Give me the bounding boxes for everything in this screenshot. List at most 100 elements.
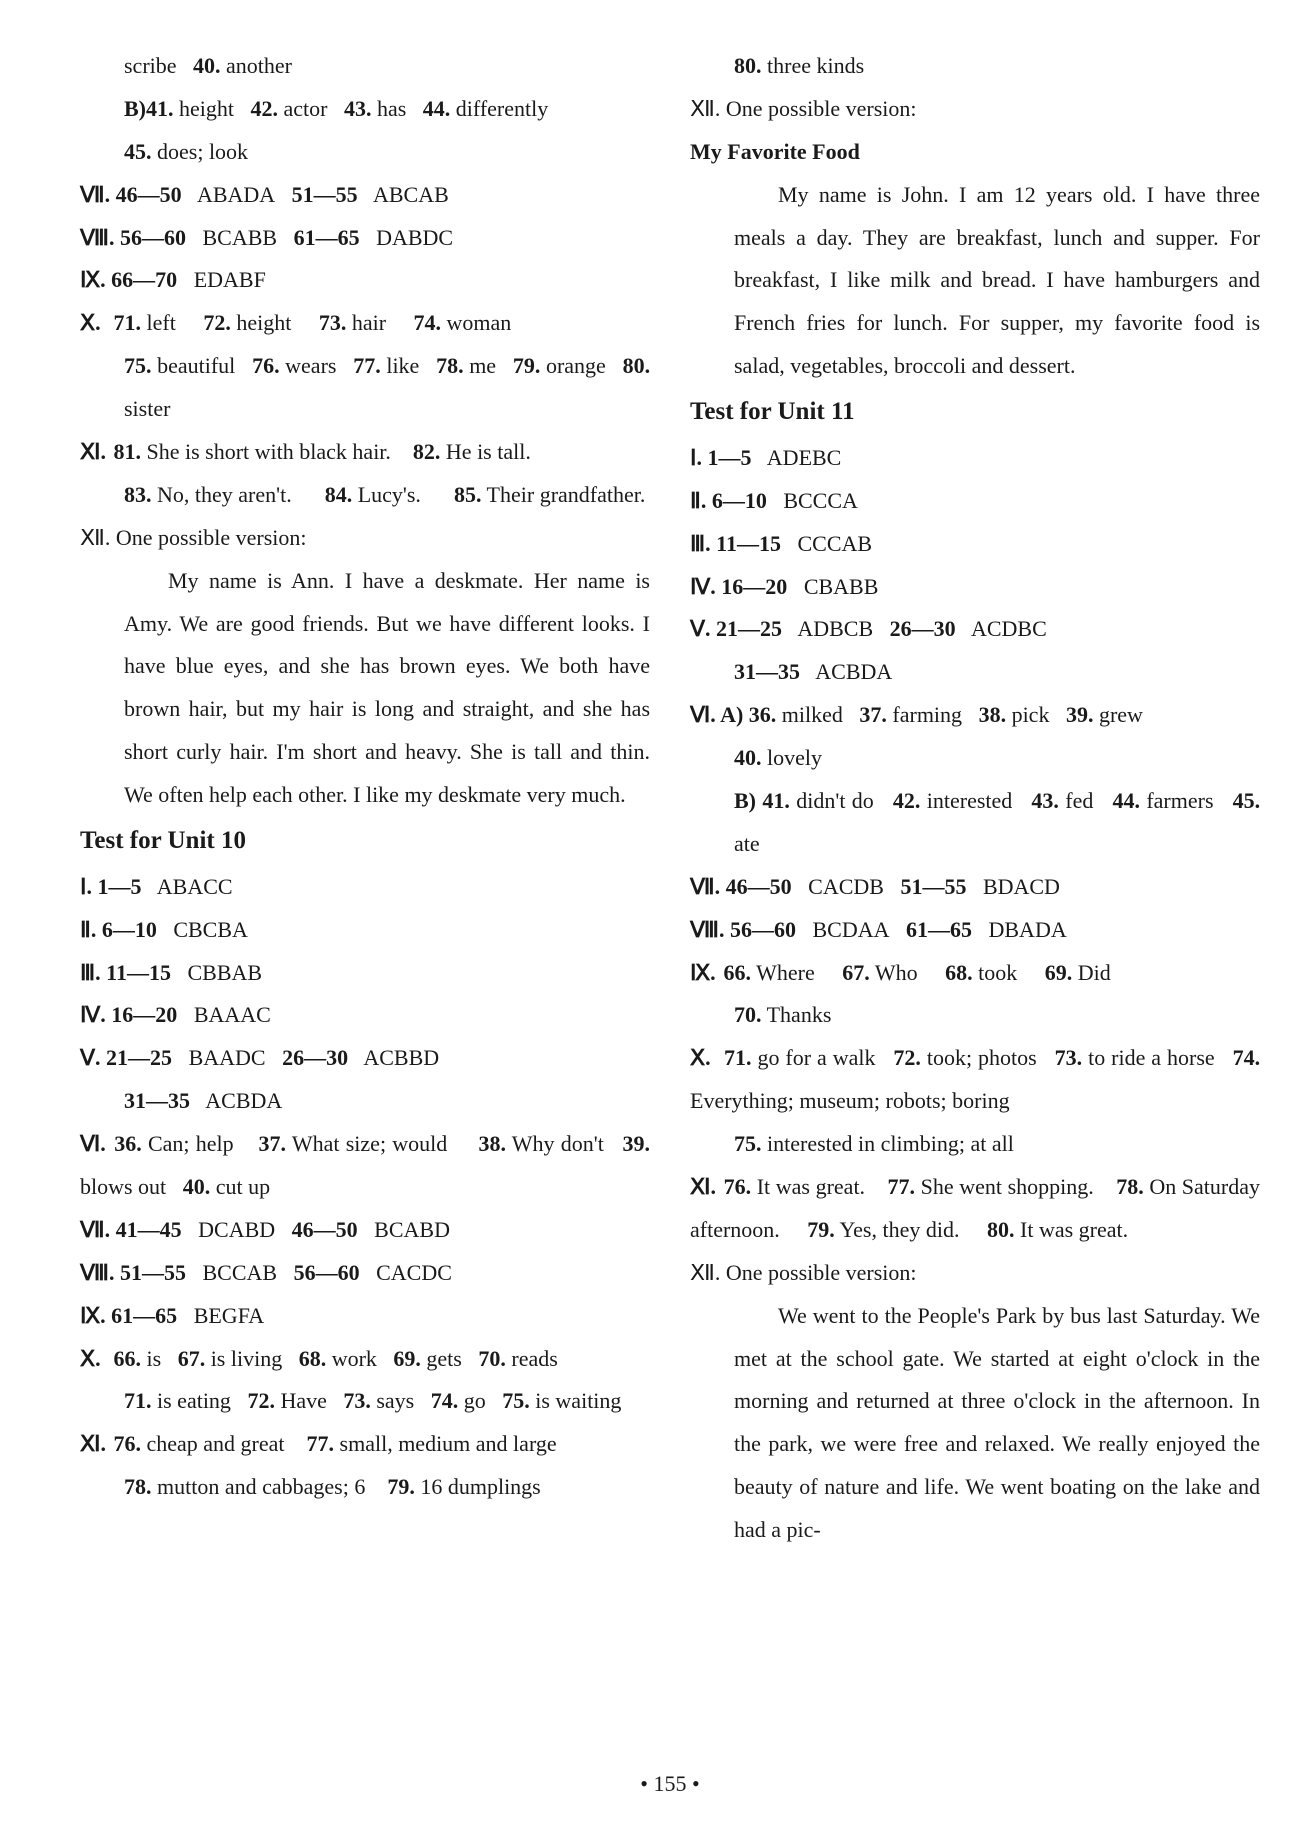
text: like [386, 353, 419, 378]
text: is [147, 1346, 162, 1371]
text: It was great. [757, 1174, 865, 1199]
num: B)41. [124, 96, 174, 121]
section: Ⅵ. A) [690, 702, 743, 727]
text: go for a walk [757, 1045, 875, 1070]
line: 45. does; look [80, 131, 650, 174]
answers: CCCAB [797, 531, 872, 556]
text: Have [280, 1388, 326, 1413]
text: work [332, 1346, 377, 1371]
text: woman [447, 310, 512, 335]
section: Ⅴ. 21—25 [80, 1045, 172, 1070]
text: interested [927, 788, 1013, 813]
page: scribe 40. another B)41. height 42. acto… [0, 0, 1300, 1840]
section: Ⅺ. [80, 431, 108, 474]
answers: DCABD [198, 1217, 275, 1242]
line: 80. three kinds [690, 45, 1260, 88]
line: Ⅺ. 76. cheap and great 77. small, medium… [80, 1423, 650, 1466]
line: 31—35 ACBDA [690, 651, 1260, 694]
text: another [226, 53, 292, 78]
num: 43. [344, 96, 372, 121]
line: Ⅹ. 66. is 67. is living 68. work 69. get… [80, 1338, 650, 1381]
num: 37. [259, 1131, 287, 1156]
text: took; photos [927, 1045, 1037, 1070]
essay-title: My Favorite Food [690, 131, 1260, 174]
num: 42. [893, 788, 921, 813]
text: ate [734, 831, 760, 856]
text: me [469, 353, 496, 378]
section: Ⅰ. 1—5 [80, 874, 142, 899]
num: 44. [423, 96, 451, 121]
line: Ⅸ. 61—65 BEGFA [80, 1295, 650, 1338]
section: Ⅻ. One possible version: [690, 1260, 917, 1285]
answers: BDACD [983, 874, 1060, 899]
text: cut up [216, 1174, 270, 1199]
num: 78. [436, 353, 464, 378]
section: Ⅶ. 46—50 [80, 182, 182, 207]
num: 40. [734, 745, 762, 770]
section: Ⅰ. 1—5 [690, 445, 752, 470]
line: Ⅻ. One possible version: [690, 1252, 1260, 1295]
text: lovely [767, 745, 822, 770]
answers: CBABB [804, 574, 879, 599]
sub: B) [734, 788, 756, 813]
section: Ⅵ. [80, 1123, 108, 1166]
text: Why don't [512, 1131, 604, 1156]
num: 68. [299, 1346, 327, 1371]
text: She went shopping. [921, 1174, 1094, 1199]
answers: BEGFA [194, 1303, 265, 1328]
section: Ⅴ. 21—25 [690, 616, 782, 641]
range: 26—30 [890, 616, 956, 641]
text: height [236, 310, 291, 335]
num: 85. [454, 482, 482, 507]
section: Ⅹ. [690, 1037, 718, 1080]
text: Their grandfather. [487, 482, 646, 507]
answers: CBCBA [173, 917, 248, 942]
answers: BCCCA [783, 488, 858, 513]
text: pick [1012, 702, 1050, 727]
num: 71. [114, 310, 142, 335]
num: 38. [979, 702, 1007, 727]
section: Ⅱ. 6—10 [80, 917, 157, 942]
num: 39. [1066, 702, 1094, 727]
num: 76. [724, 1174, 752, 1199]
text: No, they aren't. [157, 482, 292, 507]
text: Who [875, 960, 918, 985]
answers: CACDC [376, 1260, 452, 1285]
line: Ⅶ. 46—50 CACDB 51—55 BDACD [690, 866, 1260, 909]
text: didn't do [796, 788, 874, 813]
answers: ADBCB [797, 616, 873, 641]
section: Ⅹ. [80, 1338, 108, 1381]
text: gets [426, 1346, 461, 1371]
right-column: 80. three kinds Ⅻ. One possible version:… [690, 45, 1260, 1765]
answers: ACBDA [205, 1088, 282, 1113]
num: 79. [387, 1474, 415, 1499]
line: Ⅳ. 16—20 CBABB [690, 566, 1260, 609]
line: 78. mutton and cabbages; 6 79. 16 dumpli… [80, 1466, 650, 1509]
section: Ⅸ. [690, 952, 718, 995]
num: 80. [623, 353, 651, 378]
answers: BAADC [189, 1045, 266, 1070]
line: Ⅷ. 51—55 BCCAB 56—60 CACDC [80, 1252, 650, 1295]
section: Ⅺ. [80, 1423, 108, 1466]
text: 16 dumplings [420, 1474, 540, 1499]
text: beautiful [157, 353, 235, 378]
text: fed [1065, 788, 1093, 813]
num: 79. [807, 1217, 835, 1242]
text: hair [352, 310, 386, 335]
range: 51—55 [292, 182, 358, 207]
text: mutton and cabbages; 6 [157, 1474, 365, 1499]
answers: ABCAB [373, 182, 449, 207]
num: 73. [1055, 1045, 1083, 1070]
line: 71. is eating 72. Have 73. says 74. go 7… [80, 1380, 650, 1423]
num: 39. [623, 1131, 651, 1156]
left-column: scribe 40. another B)41. height 42. acto… [80, 45, 650, 1765]
answers: BCDAA [812, 917, 889, 942]
answers: BAAAC [194, 1002, 271, 1027]
text: Lucy's. [358, 482, 421, 507]
answers: ACBDA [815, 659, 892, 684]
line: Ⅳ. 16—20 BAAAC [80, 994, 650, 1037]
text: does; look [157, 139, 248, 164]
section: Ⅹ. [80, 302, 108, 345]
columns: scribe 40. another B)41. height 42. acto… [80, 45, 1260, 1765]
line: 75. beautiful 76. wears 77. like 78. me … [80, 345, 650, 431]
